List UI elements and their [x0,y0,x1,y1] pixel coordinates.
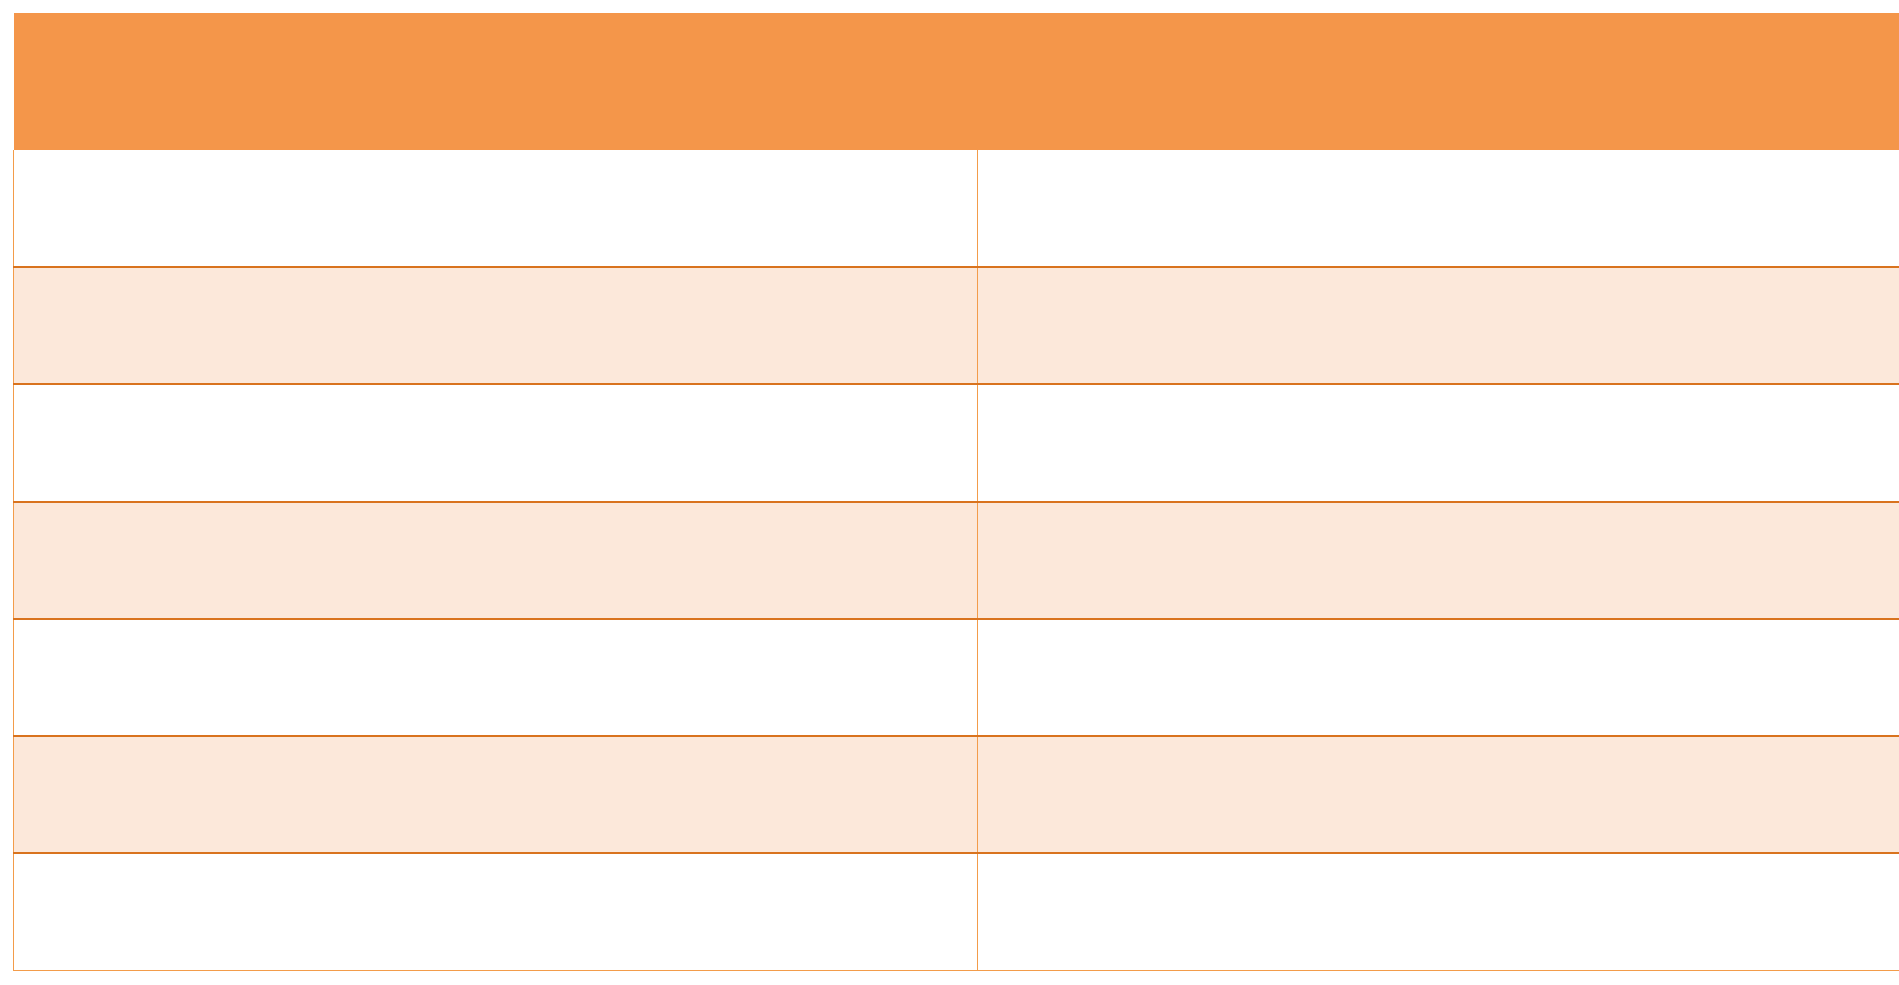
table-header [13,13,1899,150]
table-body [13,150,1899,972]
table-row[interactable] [13,500,1899,620]
column-header-1[interactable] [13,13,978,150]
table-cell-col1 [13,617,978,738]
data-table-container [13,13,1899,972]
table-cell-col2 [977,383,1899,503]
table-row[interactable] [13,852,1899,972]
table-row[interactable] [13,150,1899,269]
table-cell-col1 [13,383,978,503]
table-cell-col2 [977,266,1899,386]
table-cell-col1 [13,500,978,620]
table-header-row [13,13,1899,150]
table-cell-col1 [13,150,978,269]
table-cell-col2 [977,150,1899,269]
table-cell-col2 [977,617,1899,738]
table-row[interactable] [13,617,1899,738]
table-cell-col2 [977,852,1899,972]
table-row[interactable] [13,735,1899,855]
table-cell-col2 [977,735,1899,855]
table-cell-col1 [13,735,978,855]
table-row[interactable] [13,383,1899,503]
column-header-2[interactable] [977,13,1899,150]
table-row[interactable] [13,266,1899,386]
table-cell-col1 [13,266,978,386]
table-cell-col2 [977,500,1899,620]
table-cell-col1 [13,852,978,972]
data-table [13,13,1899,972]
